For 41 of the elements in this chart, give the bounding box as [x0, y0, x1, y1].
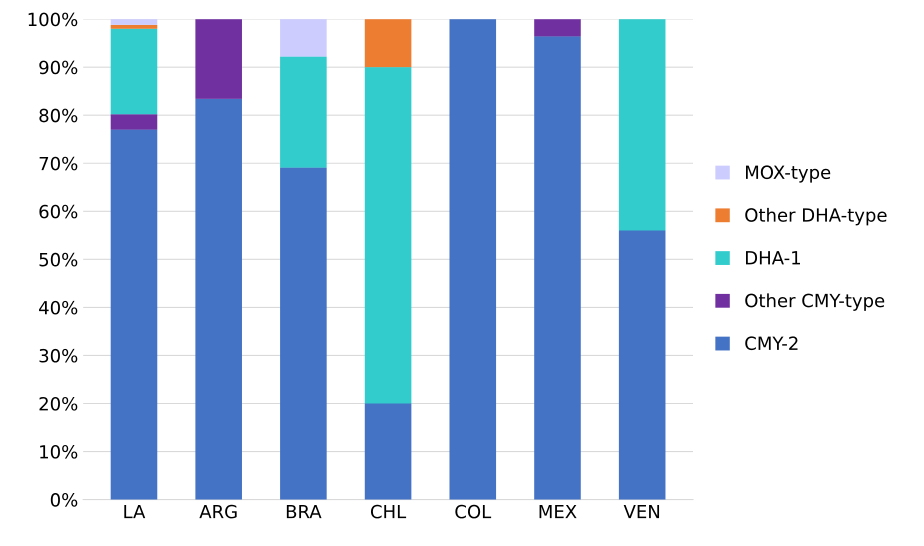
- legend-label: DHA-1: [746, 251, 800, 264]
- bar: [280, 19, 327, 57]
- bar: [195, 98, 242, 500]
- bar: [110, 24, 158, 29]
- y-tick-label: 60%: [39, 204, 78, 218]
- bar: [618, 19, 666, 231]
- x-tick-label: CHL: [370, 504, 406, 518]
- y-tick-label: 20%: [39, 396, 78, 411]
- bar: [110, 114, 158, 130]
- bar: [110, 28, 158, 114]
- bar: [534, 36, 581, 500]
- bar: [449, 19, 496, 500]
- bar: [280, 168, 327, 500]
- bar: [364, 19, 412, 68]
- x-tick-label: MEX: [540, 505, 577, 518]
- legend-label: CMY-2: [745, 336, 798, 350]
- y-tick-label: 0%: [50, 493, 78, 507]
- bar: [110, 130, 158, 500]
- bar: [364, 67, 412, 404]
- bar: [195, 19, 242, 99]
- legend-label: Other DHA-type: [745, 208, 887, 226]
- y-tick-label: 70%: [40, 156, 78, 170]
- legend-label: MOX-type: [746, 165, 830, 183]
- bar: [364, 403, 412, 500]
- bar: [280, 56, 327, 168]
- bar: [110, 19, 158, 25]
- x-tick-label: LA: [124, 505, 146, 518]
- y-tick-label: 50%: [40, 252, 78, 266]
- legend-label: Other CMY-type: [745, 293, 884, 311]
- y-tick-label: 40%: [39, 300, 78, 315]
- x-tick-label: VEN: [624, 505, 660, 518]
- bar: [534, 19, 581, 36]
- y-tick-label: 100%: [28, 12, 78, 26]
- y-tick-label: 90%: [39, 60, 78, 74]
- x-tick-label: ARG: [199, 504, 237, 518]
- bar: [618, 230, 666, 500]
- y-tick-label: 30%: [40, 348, 78, 363]
- x-tick-label: COL: [455, 504, 492, 518]
- y-tick-label: 10%: [40, 445, 78, 459]
- y-tick-label: 80%: [39, 108, 78, 122]
- x-tick-label: BRA: [286, 505, 322, 518]
